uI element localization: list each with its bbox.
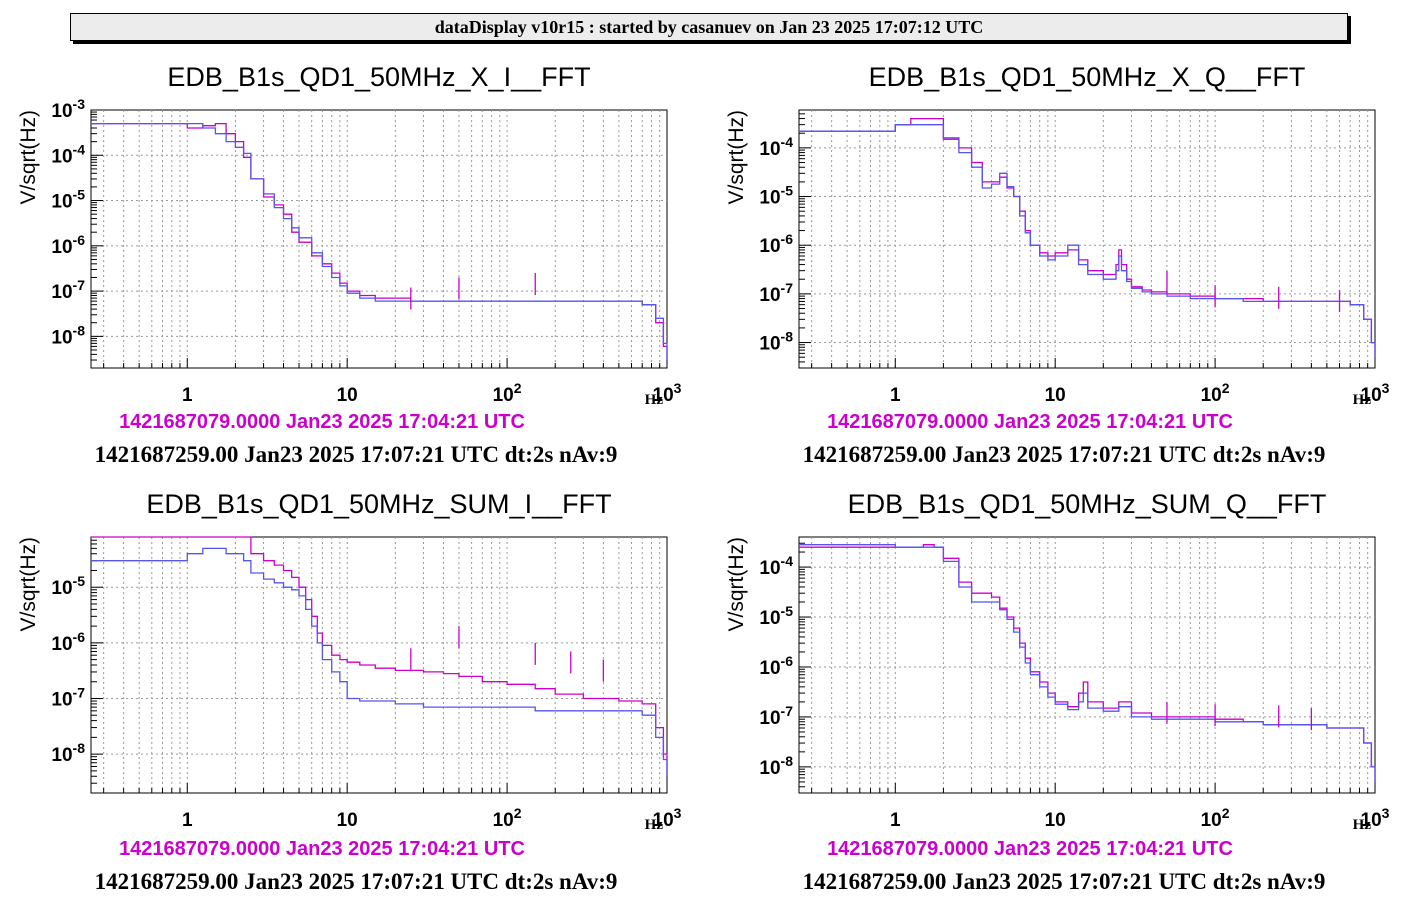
x-tick-label: 10 [1045, 385, 1066, 406]
reference-timestamp: 1421687079.0000 Jan23 2025 17:04:21 UTC [827, 838, 1233, 860]
y-tick-label: 10-4 [759, 134, 793, 160]
grid-lines [91, 110, 667, 368]
reference-timestamp: 1421687079.0000 Jan23 2025 17:04:21 UTC [119, 411, 525, 433]
x-tick-label: 103 [1361, 380, 1390, 406]
y-tick-label: 10-6 [51, 232, 85, 258]
chart-panel-2: EDB_B1s_QD1_50MHz_X_Q__FFT 1 10 102 103 10-8 1… [725, 62, 1390, 467]
acquisition-info: 1421687259.00 Jan23 2025 17:07:21 UTC dt… [95, 869, 618, 894]
y-tick-label: 10-7 [51, 277, 85, 303]
axis-ticks [799, 113, 1376, 369]
y-tick-label: 10-5 [759, 603, 793, 629]
x-axis-label: Hz [1353, 392, 1372, 408]
x-tick-label: 102 [493, 805, 522, 831]
axis-ticks [799, 536, 1376, 794]
acquisition-info: 1421687259.00 Jan23 2025 17:07:21 UTC dt… [95, 442, 618, 467]
series-line-2 [91, 547, 668, 777]
x-tick-label: 10 [1045, 810, 1066, 831]
x-tick-label: 10 [337, 810, 358, 831]
chart-panel-4: EDB_B1s_QD1_50MHz_SUM_Q__FFT 1 10 102 103 10-… [725, 489, 1390, 894]
series-line-1 [91, 536, 668, 777]
chart-title: EDB_B1s_QD1_50MHz_X_I__FFT [167, 62, 590, 92]
chart-title: EDB_B1s_QD1_50MHz_X_Q__FFT [869, 62, 1306, 92]
plot-frame [798, 536, 1376, 794]
y-tick-label: 10-7 [51, 684, 85, 710]
x-tick-label: 102 [1201, 805, 1230, 831]
y-tick-label: 10-5 [51, 573, 85, 599]
x-tick-label: 10 [337, 385, 358, 406]
y-tick-label: 10-6 [759, 653, 793, 679]
series-line-2 [799, 124, 1376, 358]
y-tick-label: 10-8 [759, 753, 793, 779]
y-tick-label: 10-3 [51, 96, 85, 122]
series-line-2 [799, 544, 1376, 782]
grid-lines [91, 537, 667, 793]
x-tick-label: 1 [182, 810, 193, 831]
banner-title: dataDisplay v10r15 : started by casanuev… [70, 13, 1348, 41]
x-tick-label: 1 [890, 385, 901, 406]
x-tick-label: 1 [182, 385, 193, 406]
x-tick-label: 1 [890, 810, 901, 831]
series-line-2 [91, 122, 668, 360]
y-tick-label: 10-5 [759, 183, 793, 209]
reference-timestamp: 1421687079.0000 Jan23 2025 17:04:21 UTC [119, 838, 525, 860]
y-axis-label: V/sqrt(Hz) [725, 110, 748, 205]
chart-title: EDB_B1s_QD1_50MHz_SUM_Q__FFT [848, 489, 1327, 519]
y-tick-label: 10-7 [759, 280, 793, 306]
axis-ticks [91, 536, 668, 794]
acquisition-info: 1421687259.00 Jan23 2025 17:07:21 UTC dt… [803, 442, 1326, 467]
y-tick-label: 10-6 [51, 629, 85, 655]
y-tick-label: 10-7 [759, 703, 793, 729]
x-tick-label: 102 [1201, 380, 1230, 406]
y-tick-label: 10-8 [51, 740, 85, 766]
x-axis-label: Hz [1353, 817, 1372, 833]
x-tick-label: 102 [493, 380, 522, 406]
plot-frame [90, 109, 668, 369]
y-axis-label: V/sqrt(Hz) [17, 110, 40, 205]
plot-frame [798, 109, 1376, 369]
y-tick-label: 10-4 [51, 141, 85, 167]
x-axis-label: Hz [645, 817, 664, 833]
axis-ticks [91, 109, 668, 369]
x-axis-label: Hz [645, 392, 664, 408]
y-tick-label: 10-5 [51, 187, 85, 213]
y-axis-label: V/sqrt(Hz) [725, 537, 748, 632]
x-tick-label: 103 [653, 805, 682, 831]
x-tick-label: 103 [1361, 805, 1390, 831]
y-tick-label: 10-4 [759, 553, 793, 579]
x-tick-label: 103 [653, 380, 682, 406]
y-tick-label: 10-6 [759, 231, 793, 257]
y-axis-label: V/sqrt(Hz) [17, 537, 40, 632]
reference-timestamp: 1421687079.0000 Jan23 2025 17:04:21 UTC [827, 411, 1233, 433]
chart-title: EDB_B1s_QD1_50MHz_SUM_I__FFT [146, 489, 611, 519]
y-tick-label: 10-8 [51, 322, 85, 348]
acquisition-info: 1421687259.00 Jan23 2025 17:07:21 UTC dt… [803, 869, 1326, 894]
chart-panel-3: EDB_B1s_QD1_50MHz_SUM_I__FFT 1 10 102 103 10-… [17, 489, 682, 894]
y-tick-label: 10-8 [759, 329, 793, 355]
chart-panel-1: EDB_B1s_QD1_50MHz_X_I__FFT 1 10 102 103 10-8 1… [17, 62, 682, 467]
